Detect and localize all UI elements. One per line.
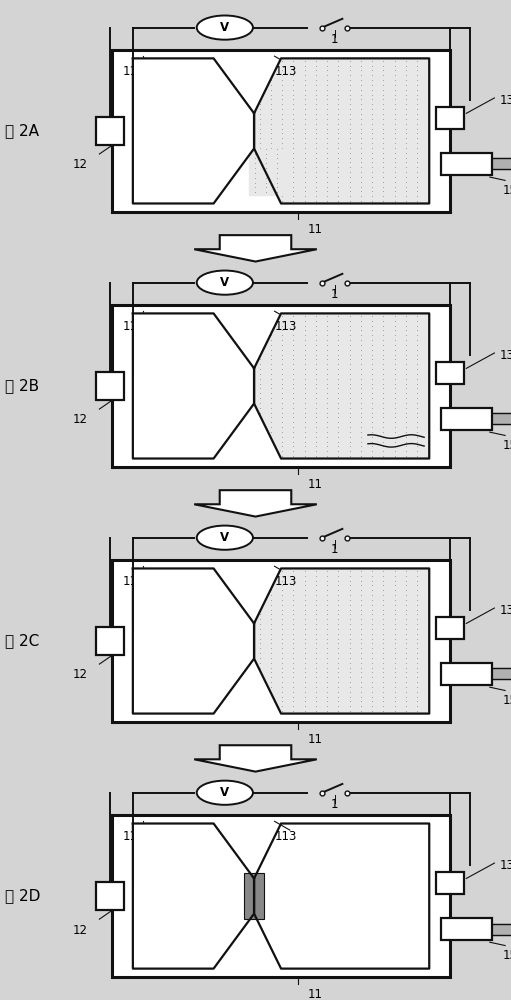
Polygon shape (194, 235, 317, 262)
Polygon shape (133, 568, 254, 714)
Bar (96, 882, 124, 910)
Text: 1: 1 (331, 288, 338, 301)
Text: 13: 13 (500, 94, 511, 107)
Text: 图 2C: 图 2C (5, 634, 39, 649)
Text: 图 2D: 图 2D (5, 889, 40, 904)
Text: 1: 1 (331, 798, 338, 811)
Text: 12: 12 (73, 158, 88, 171)
Circle shape (197, 271, 253, 295)
Bar (96, 117, 124, 145)
Text: 12: 12 (73, 668, 88, 681)
Text: 112: 112 (123, 65, 145, 78)
Bar (112, 560, 450, 722)
Bar (96, 372, 124, 400)
Polygon shape (194, 490, 317, 517)
Text: 113: 113 (274, 65, 297, 78)
Bar (244, 873, 264, 919)
Text: 15: 15 (503, 184, 511, 197)
Text: 13: 13 (500, 349, 511, 362)
Text: 11: 11 (307, 988, 322, 1000)
Circle shape (197, 15, 253, 40)
Text: 1: 1 (331, 33, 338, 46)
Text: 113: 113 (274, 575, 297, 588)
Bar (442, 918, 493, 940)
Text: V: V (220, 276, 229, 289)
Text: 14: 14 (198, 575, 213, 588)
Text: V: V (220, 786, 229, 799)
Text: 113: 113 (274, 320, 297, 333)
Text: 14: 14 (198, 830, 213, 843)
Bar (96, 627, 124, 655)
Bar (435, 617, 464, 639)
Polygon shape (249, 149, 285, 195)
Text: 12: 12 (73, 924, 88, 937)
Bar (112, 305, 450, 467)
Polygon shape (254, 313, 429, 459)
Text: 112: 112 (123, 830, 145, 843)
Bar (112, 815, 450, 977)
Polygon shape (133, 824, 254, 969)
Text: 14: 14 (198, 65, 213, 78)
Circle shape (197, 781, 253, 805)
Polygon shape (194, 745, 317, 772)
Text: 13: 13 (500, 604, 511, 617)
Polygon shape (133, 313, 254, 459)
Text: 112: 112 (123, 320, 145, 333)
Bar (442, 153, 493, 175)
Text: 图 2B: 图 2B (5, 378, 39, 393)
Bar (112, 50, 450, 212)
Text: 14: 14 (198, 320, 213, 333)
Bar (435, 107, 464, 129)
Text: 113: 113 (274, 830, 297, 843)
Bar (442, 663, 493, 685)
Text: 15: 15 (503, 949, 511, 962)
Polygon shape (133, 58, 254, 203)
Bar (442, 408, 493, 430)
Text: 11: 11 (307, 223, 322, 236)
Bar (435, 872, 464, 894)
Polygon shape (254, 568, 429, 714)
Text: 图 2A: 图 2A (5, 123, 39, 138)
Text: 15: 15 (503, 439, 511, 452)
Text: V: V (220, 21, 229, 34)
Text: 12: 12 (73, 413, 88, 426)
Polygon shape (254, 58, 429, 203)
Text: 11: 11 (307, 733, 322, 746)
Text: 13: 13 (500, 859, 511, 872)
Text: 11: 11 (307, 478, 322, 491)
Text: 15: 15 (503, 694, 511, 707)
Text: V: V (220, 531, 229, 544)
Circle shape (197, 526, 253, 550)
Text: 112: 112 (123, 575, 145, 588)
Text: 1: 1 (331, 543, 338, 556)
Bar (435, 362, 464, 384)
